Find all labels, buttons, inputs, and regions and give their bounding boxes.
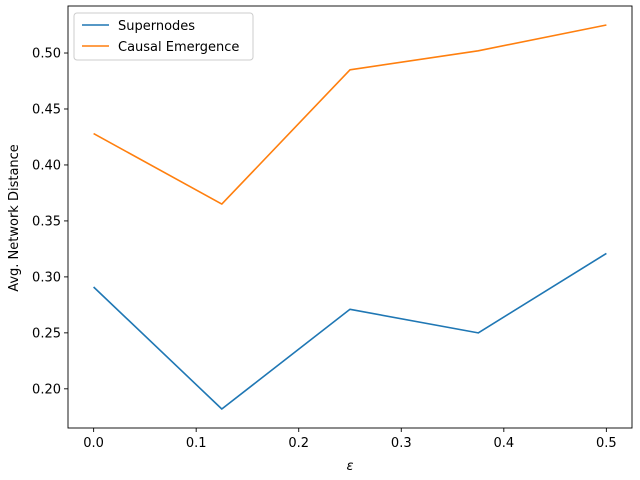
y-tick-label: 0.45 xyxy=(32,102,61,117)
plot-frame xyxy=(67,5,633,429)
x-tick-label: 0.1 xyxy=(186,436,207,451)
x-axis: 0.0 0.1 0.2 0.3 0.4 0.5 xyxy=(83,428,617,451)
y-axis-label: Avg. Network Distance xyxy=(7,144,22,292)
legend-box xyxy=(73,12,254,61)
legend-label-1: Causal Emergence xyxy=(118,40,239,55)
x-tick-label: 0.0 xyxy=(83,436,104,451)
y-tick-label: 0.25 xyxy=(32,326,61,341)
x-tick-label: 0.3 xyxy=(391,436,412,451)
plot-area xyxy=(67,5,633,429)
x-tick-label: 0.4 xyxy=(493,436,514,451)
y-tick-label: 0.50 xyxy=(32,47,61,62)
y-tick-label: 0.35 xyxy=(32,214,61,229)
legend-label-0: Supernodes xyxy=(118,19,195,34)
x-tick-label: 0.5 xyxy=(596,436,617,451)
y-tick-label: 0.40 xyxy=(32,158,61,173)
x-tick-label: 0.2 xyxy=(288,436,309,451)
series-line-1 xyxy=(93,24,607,205)
y-tick-label: 0.30 xyxy=(32,270,61,285)
x-axis-label: ε xyxy=(346,459,353,474)
series-line-0 xyxy=(93,252,607,410)
y-tick-label: 0.20 xyxy=(32,382,61,397)
legend: Supernodes Causal Emergence xyxy=(73,12,254,61)
y-axis: 0.20 0.25 0.30 0.35 0.40 0.45 0.50 xyxy=(32,47,68,397)
